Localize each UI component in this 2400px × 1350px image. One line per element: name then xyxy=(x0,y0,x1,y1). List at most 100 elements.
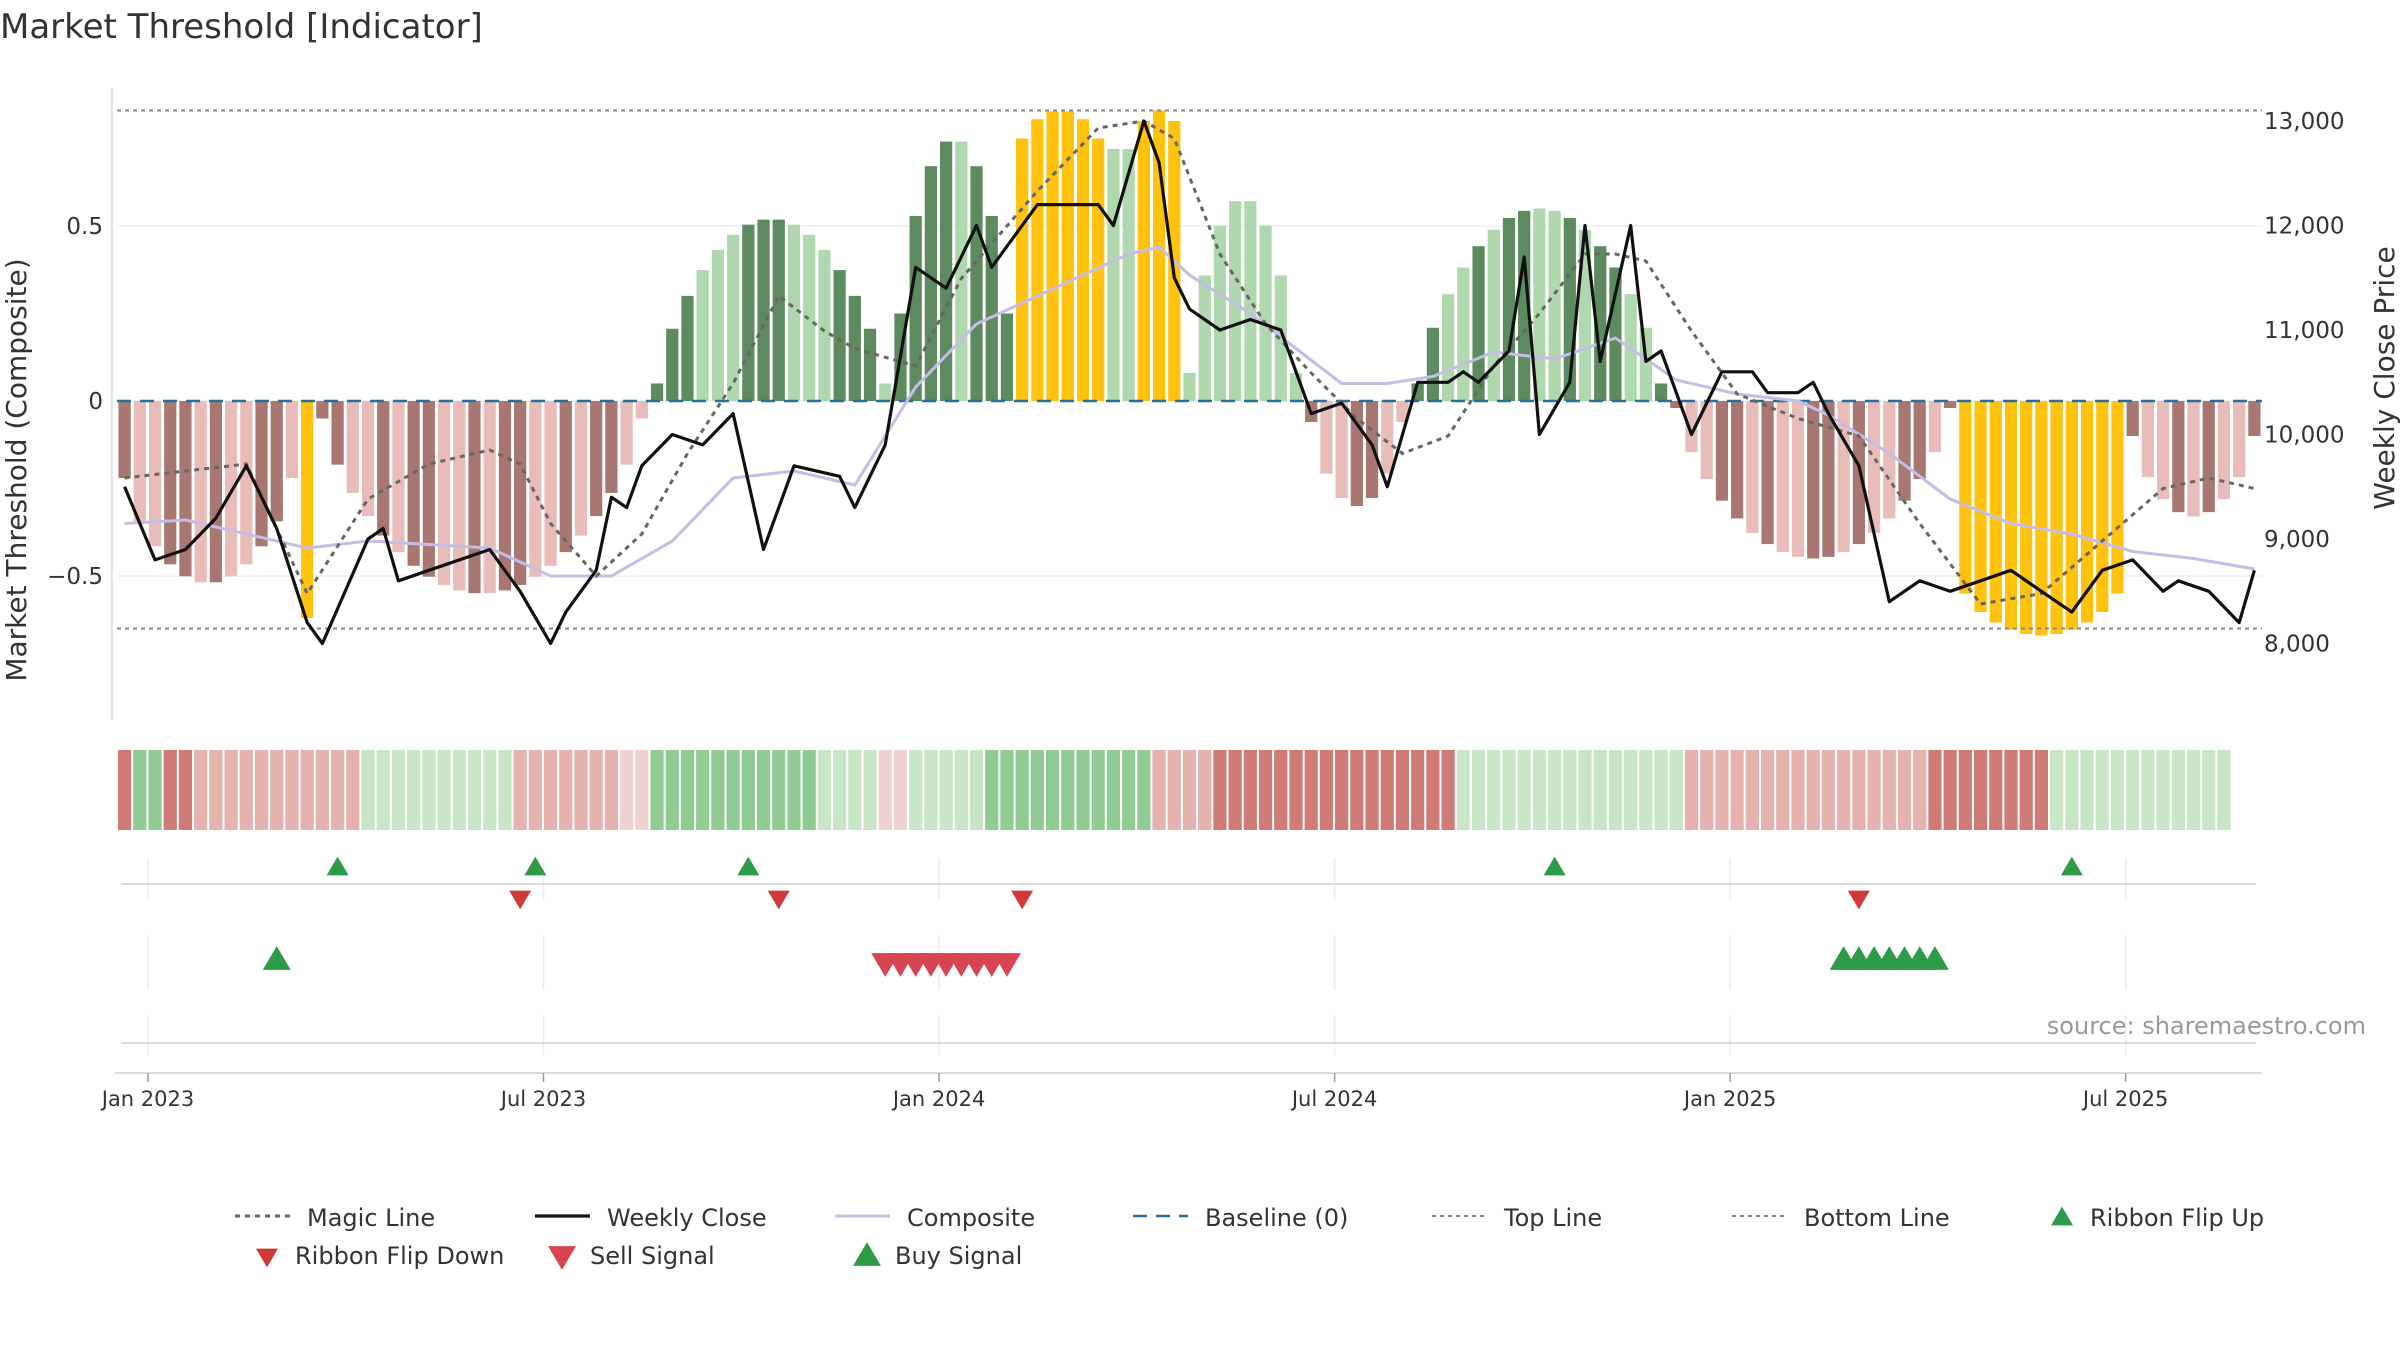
ribbon-cell xyxy=(376,750,390,830)
composite-bar xyxy=(1928,401,1942,453)
ribbon-cell xyxy=(1821,750,1836,830)
ribbon-flip-down-marker xyxy=(1011,890,1034,910)
composite-bar xyxy=(1031,119,1044,402)
legend-item-baseline: Baseline (0) xyxy=(1133,1204,1348,1232)
ribbon-cell xyxy=(954,750,968,830)
x-tick-label: Jan 2025 xyxy=(1682,1087,1777,1111)
composite-bar xyxy=(224,401,238,577)
composite-bar xyxy=(544,401,557,566)
chart-title: Market Threshold [Indicator] xyxy=(0,7,483,47)
ribbon-cell xyxy=(1365,750,1379,830)
ribbon-cell xyxy=(985,750,999,830)
ribbon-cell xyxy=(2110,750,2125,830)
composite-bars xyxy=(118,110,2261,636)
composite-bar xyxy=(514,401,527,585)
ribbon-cell xyxy=(1000,750,1014,830)
composite-bar xyxy=(757,219,770,401)
composite-bar xyxy=(498,401,512,591)
ribbon-cell xyxy=(1319,750,1334,830)
ribbon-cell xyxy=(270,750,284,830)
composite-bar xyxy=(1944,401,1957,408)
x-tick-label: Jan 2023 xyxy=(100,1087,195,1111)
ribbon-flip-up-marker xyxy=(1543,856,1566,876)
composite-bar xyxy=(361,401,375,517)
ribbon-cell xyxy=(1350,750,1364,830)
y-right-tick-label: 8,000 xyxy=(2264,632,2330,658)
composite-bar xyxy=(1365,401,1379,498)
ribbon-cell xyxy=(330,750,345,830)
ribbon-cell xyxy=(1274,750,1288,830)
y-left-tick-label: 0.5 xyxy=(66,214,103,240)
composite-bar xyxy=(1883,401,1896,519)
ribbon-cell xyxy=(1456,750,1470,830)
trend-ribbon xyxy=(118,750,2231,830)
legend-item-composite: Composite xyxy=(835,1204,1035,1232)
legend-label: Buy Signal xyxy=(895,1242,1022,1270)
legend-label: Magic Line xyxy=(307,1204,435,1232)
ribbon-cell xyxy=(1989,750,2003,830)
ribbon-cell xyxy=(1152,750,1166,830)
composite-bar xyxy=(635,401,648,419)
ribbon-cell xyxy=(300,750,314,830)
composite-bar xyxy=(1320,401,1333,474)
ribbon-cell xyxy=(209,750,223,830)
ribbon-cell xyxy=(163,750,177,830)
composite-bar xyxy=(1426,327,1440,401)
composite-bar xyxy=(2217,401,2231,500)
ribbon-cell xyxy=(1517,750,1531,830)
ribbon-cell xyxy=(726,750,740,830)
ribbon-cell xyxy=(483,750,497,830)
composite-bar xyxy=(2233,401,2246,478)
ribbon-cell xyxy=(589,750,603,830)
ribbon-cell xyxy=(1258,750,1273,830)
ribbon-cell xyxy=(635,750,649,830)
y-left-tick-label: 0 xyxy=(88,389,103,415)
source-note: source: sharemaestro.com xyxy=(2047,1012,2366,1040)
ribbon-cell xyxy=(2004,750,2018,830)
composite-bar xyxy=(1198,275,1211,401)
composite-bar xyxy=(2157,401,2170,500)
composite-bar xyxy=(650,383,664,401)
composite-bar xyxy=(437,401,451,585)
composite-bar xyxy=(727,234,740,401)
composite-bar xyxy=(848,295,861,401)
ribbon-cell xyxy=(2095,750,2109,830)
ribbon-cell xyxy=(1122,750,1136,830)
composite-bar xyxy=(392,401,405,553)
ribbon-cell xyxy=(1563,750,1577,830)
ribbon-cell xyxy=(1213,750,1227,830)
ribbon-cell xyxy=(133,750,147,830)
composite-bar xyxy=(2020,401,2033,635)
legend-label: Ribbon Flip Up xyxy=(2090,1204,2264,1232)
composite-bar xyxy=(1898,401,1911,501)
ribbon-cell xyxy=(711,750,725,830)
legend-swatch xyxy=(853,1242,881,1266)
ribbon-cell xyxy=(1578,750,1592,830)
ribbon-cell xyxy=(1791,750,1805,830)
ribbon-cell xyxy=(1897,750,1912,830)
ribbon-cell xyxy=(2202,750,2216,830)
composite-bar xyxy=(1548,210,1561,401)
composite-bar xyxy=(1396,401,1409,422)
ribbon-cell xyxy=(528,750,542,830)
ribbon-cell xyxy=(1913,750,1927,830)
ribbon-cell xyxy=(833,750,847,830)
ribbon-cell xyxy=(1654,750,1668,830)
ribbon-cell xyxy=(1760,750,1775,830)
ribbon-cell xyxy=(2156,750,2170,830)
buy-signal-marker xyxy=(1920,946,1949,970)
composite-bar xyxy=(1487,229,1500,401)
ribbon-cell xyxy=(407,750,421,830)
composite-bar xyxy=(1867,401,1881,533)
ribbon-cell xyxy=(1852,750,1866,830)
composite-bar xyxy=(574,401,588,536)
composite-bar xyxy=(1442,294,1455,401)
composite-bar xyxy=(1335,401,1348,498)
legend-item-sell: Sell Signal xyxy=(548,1242,715,1270)
composite-bar xyxy=(879,383,892,401)
x-tick-label: Jan 2024 xyxy=(891,1087,986,1111)
ribbon-cell xyxy=(513,750,527,830)
composite-bar xyxy=(285,401,299,478)
signal-panels xyxy=(115,856,2262,1074)
composite-bar xyxy=(1807,401,1820,559)
